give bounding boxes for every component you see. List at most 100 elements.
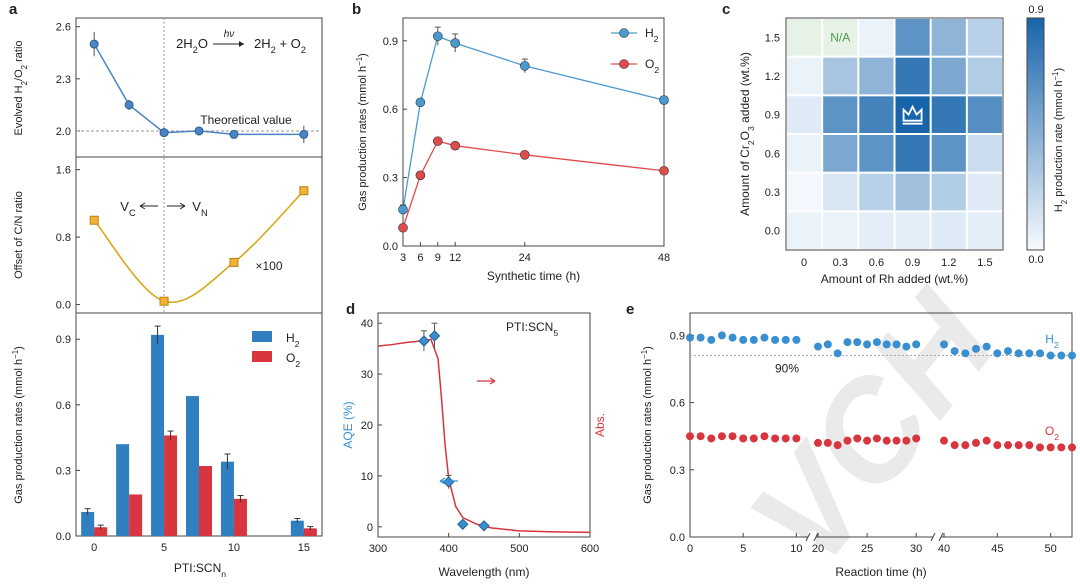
data-point-h2 [950, 347, 959, 356]
data-point-h2 [792, 335, 801, 344]
y-axis-label: AQE (%) [341, 401, 355, 448]
xtick-label: 6 [417, 252, 423, 264]
bar-h2 [151, 334, 165, 536]
panel-label-e: e [626, 301, 634, 318]
ytick-label: 0 [367, 522, 373, 534]
ytick-label: 0.0 [383, 241, 398, 253]
data-point-h2 [1025, 349, 1034, 358]
aqe-point [478, 520, 490, 532]
text-part: n [221, 569, 226, 579]
xtick-label: 300 [369, 543, 387, 555]
data-point-h2 [823, 340, 832, 349]
aqe-point [457, 518, 469, 530]
data-point [124, 100, 134, 110]
bar-h2 [220, 461, 234, 536]
data-point-o2 [872, 434, 881, 443]
text-part: 2 [1060, 200, 1069, 204]
data-point-h2 [728, 333, 737, 342]
ytick-label: 0.6 [670, 398, 685, 410]
annotation-theoretical: Theoretical value [200, 113, 292, 127]
ytick-label: 0.3 [765, 187, 780, 199]
xtick-label: 3 [400, 252, 406, 264]
text-part: ) [1053, 68, 1065, 72]
text-part: 5 [553, 328, 558, 338]
text-part: H [1045, 332, 1054, 346]
bar-o2 [233, 498, 247, 536]
xtick-label: 1.2 [941, 257, 956, 269]
data-point-h2 [760, 333, 769, 342]
data-point-o2 [940, 436, 948, 445]
data-point-o2 [814, 438, 822, 447]
heatmap-cell [895, 135, 930, 172]
heatmap-cell [931, 96, 966, 133]
xtick-label: 30 [910, 543, 922, 555]
heatmap-cell [787, 212, 822, 249]
data-point-h2 [1068, 351, 1076, 360]
xtick-label: 0.3 [833, 257, 848, 269]
text-part: 2 [1054, 340, 1059, 350]
legend-marker-h2 [619, 28, 629, 38]
series-line [93, 190, 305, 304]
data-point-o2 [728, 432, 737, 441]
heatmap-cell [823, 212, 858, 249]
reaction-arrow-label: hν [224, 29, 235, 40]
data-point-o2 [950, 441, 959, 450]
heatmap-cell [967, 57, 1002, 95]
data-point-h2 [450, 38, 461, 48]
text-part: −1 [1051, 71, 1060, 81]
colorbar [1026, 17, 1045, 251]
heatmap-cell [967, 212, 1002, 249]
data-point-h2 [902, 342, 911, 351]
data-point-o2 [863, 436, 872, 445]
xtick-label: 45 [991, 543, 1003, 555]
x-axis-label: PTI:SCNn [174, 561, 226, 579]
text-part: ) [13, 346, 25, 350]
heatmap-cell [895, 57, 930, 95]
heatmap-cell [967, 135, 1002, 172]
x-axis-label: Synthetic time (h) [487, 269, 580, 283]
data-point-h2 [1057, 351, 1066, 360]
text-part: 2 [20, 65, 29, 69]
ytick-label: 0.9 [383, 36, 398, 48]
arrow-to-aqe-axis [439, 477, 458, 485]
data-point-h2 [940, 340, 948, 349]
ytick-label: 0.9 [765, 110, 780, 122]
ytick-label: 0.3 [383, 173, 398, 185]
heatmap-cell [967, 96, 1002, 133]
arrow-left [139, 202, 158, 210]
heatmap-cell [931, 135, 966, 172]
data-point-o2 [853, 434, 862, 443]
heatmap-cell [859, 135, 894, 172]
legend-label-o2: O2 [645, 57, 659, 75]
text-part: production rate (mmol h [1053, 81, 1065, 200]
data-point-o2 [1036, 443, 1044, 452]
data-point-o2 [1014, 441, 1023, 450]
absorbance-curve [377, 338, 591, 534]
panel-label-a: a [9, 1, 18, 18]
panel-label-c: c [722, 1, 730, 18]
data-point-o2 [760, 432, 769, 441]
text-part: H [645, 26, 654, 40]
aqe-point [418, 335, 430, 347]
annotation-90: 90% [775, 362, 799, 376]
text-part: O [1045, 424, 1054, 438]
legend-label-o2: O2 [286, 351, 300, 369]
xtick-label: 50 [1045, 543, 1057, 555]
data-point-h2 [872, 338, 881, 347]
heatmap-cell [931, 57, 966, 95]
text-part: 3 [746, 126, 756, 131]
data-point-o2 [432, 136, 443, 146]
data-point-o2 [707, 434, 716, 443]
annotation-vn: VN [192, 199, 207, 218]
colorbar-min-label: 0.0 [1028, 254, 1043, 266]
xtick-label: 400 [439, 543, 457, 555]
data-point-o2 [717, 432, 726, 441]
series-label-h2: H2 [1045, 332, 1059, 350]
data-point [89, 215, 99, 225]
heatmap-cell [859, 57, 894, 95]
xtick-label: 10 [790, 543, 802, 555]
xtick-label: 5 [161, 542, 167, 554]
data-point-h2 [892, 340, 901, 349]
xtick-label: 40 [938, 543, 950, 555]
xtick-label: 1.5 [977, 257, 992, 269]
